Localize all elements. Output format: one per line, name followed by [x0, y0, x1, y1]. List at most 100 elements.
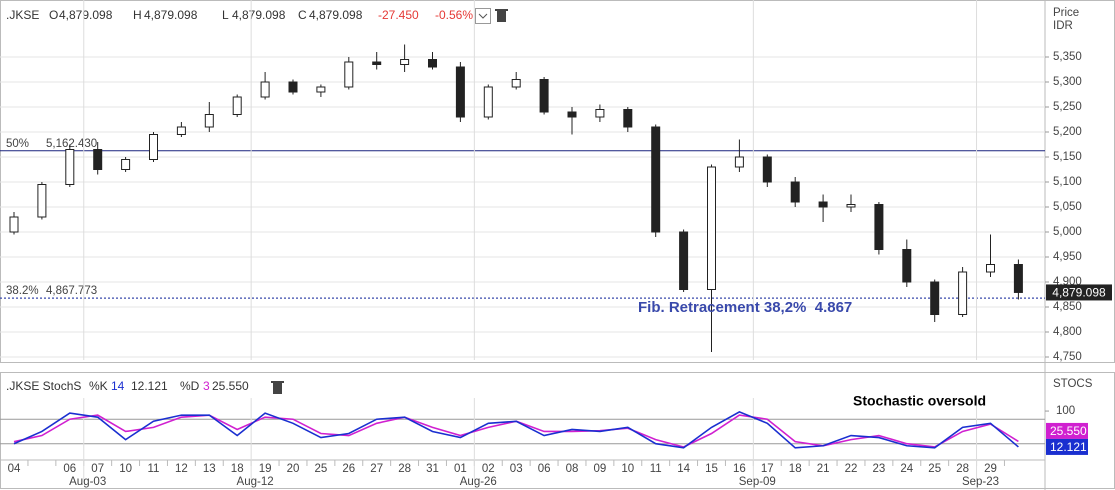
candle-body: [734, 156, 744, 168]
x-tick-label: 23: [873, 463, 886, 475]
x-tick-label: 03: [510, 463, 523, 475]
x-tick-label: 24: [900, 463, 913, 475]
fib-label: 50%: [6, 138, 29, 150]
candle-body: [874, 204, 884, 250]
y-tick-label: 5,150: [1053, 151, 1082, 163]
x-tick-label: 25: [928, 463, 941, 475]
candle-body: [93, 149, 103, 170]
last-value-box: [1046, 438, 1088, 455]
y-tick-label: 5,100: [1053, 176, 1082, 188]
candle-body: [679, 231, 689, 290]
candle-body: [958, 271, 968, 315]
x-tick-label: 22: [845, 463, 858, 475]
x-tick-label: 29: [984, 463, 997, 475]
delete-button[interactable]: [495, 9, 508, 22]
month-label: Sep-09: [739, 476, 776, 488]
candle-body: [65, 149, 75, 185]
x-tick-label: 25: [315, 463, 328, 475]
candle-body: [651, 126, 661, 233]
y-tick-label: 4,750: [1053, 351, 1082, 363]
change: -27.450: [378, 8, 419, 22]
annotation: Fib. Retracement 38,2% 4.867: [638, 299, 852, 316]
change-percent: -0.56%: [435, 8, 473, 22]
stoch-legend: .JKSE StochS %K 14 12.121 %D 3 25.550: [6, 379, 284, 394]
indicator-name: .JKSE StochS: [6, 379, 81, 393]
month-label: Aug-12: [237, 476, 274, 488]
x-tick-label: 09: [594, 463, 607, 475]
x-tick-label: 31: [426, 463, 439, 475]
x-tick-label: 11: [148, 463, 160, 475]
last-value-label: 12.121: [1050, 440, 1087, 454]
legend-value: 4,879.098: [59, 8, 113, 22]
x-tick-label: 18: [231, 463, 244, 475]
legend-key: %K: [89, 379, 108, 393]
stoch-line: [13, 410, 1019, 449]
legend-value: 25.550: [212, 379, 249, 393]
candle-body: [9, 216, 19, 233]
legend-key: %D: [180, 379, 200, 393]
x-tick-label: 17: [761, 463, 774, 475]
x-tick-label: 21: [817, 463, 830, 475]
x-tick-label: 08: [566, 463, 579, 475]
legend-param: 14: [111, 379, 125, 393]
candle-body: [149, 134, 158, 160]
header: .JKSE O 4,879.098 H 4,879.098 L 4,879.09…: [6, 8, 508, 24]
last-price-label: 4,879.098: [1052, 286, 1106, 300]
x-tick-label: 18: [789, 463, 802, 475]
dropdown-button[interactable]: [475, 8, 491, 24]
candle-body: [37, 184, 47, 218]
last-value-label: 25.550: [1050, 424, 1087, 438]
candle-body: [539, 79, 549, 113]
stoch-line: [13, 414, 1019, 448]
y-tick-label: 5,250: [1053, 101, 1082, 113]
delete-button[interactable]: [271, 381, 284, 394]
x-tick-label: 02: [482, 463, 495, 475]
candle-body: [372, 61, 382, 65]
candle-body: [288, 81, 298, 93]
candle-body: [232, 96, 242, 115]
y-tick-label: 5,000: [1053, 226, 1082, 238]
x-tick-label: 06: [538, 463, 551, 475]
month-label: Aug-03: [69, 476, 106, 488]
y-tick-label: 5,350: [1053, 51, 1082, 63]
month-label: Sep-23: [962, 476, 999, 488]
y-tick-label: 4,800: [1053, 326, 1082, 338]
y-tick-label: 5,200: [1053, 126, 1082, 138]
x-tick-label: 26: [342, 463, 355, 475]
x-tick-label: 28: [956, 463, 969, 475]
legend-key: H: [133, 8, 142, 22]
candle-body: [1013, 264, 1023, 293]
fib-label: 38.2%: [6, 285, 39, 297]
x-tick-label: 04: [8, 463, 21, 475]
legend-key: C: [298, 8, 307, 22]
x-tick-label: 19: [259, 463, 272, 475]
x-tick-label: 10: [621, 463, 634, 475]
x-tick-label: 20: [287, 463, 300, 475]
axis-label: Price: [1053, 7, 1079, 19]
dropdown-icon: [478, 13, 488, 19]
y-tick-label: 5,050: [1053, 201, 1082, 213]
axis-label: IDR: [1053, 20, 1073, 32]
last-value-box: [1046, 422, 1088, 439]
candle-body: [511, 79, 521, 88]
candle-body: [316, 86, 326, 93]
candle-body: [790, 181, 800, 203]
candle-body: [930, 281, 940, 315]
candle-body: [762, 156, 772, 183]
candle-body: [623, 109, 633, 128]
x-tick-label: 28: [398, 463, 411, 475]
x-tick-label: 10: [119, 463, 132, 475]
candle-body: [204, 114, 214, 128]
x-tick-label: 06: [63, 463, 76, 475]
candle-body: [176, 126, 186, 135]
y-tick-label: 4,950: [1053, 251, 1082, 263]
x-tick-label: 13: [203, 463, 216, 475]
symbol: .JKSE: [6, 8, 39, 22]
y-tick-label: 5,300: [1053, 76, 1082, 88]
candle-body: [428, 59, 437, 68]
x-tick-label: 01: [454, 463, 467, 475]
annotation: Stochastic oversold: [853, 393, 986, 409]
legend-key: L: [222, 8, 229, 22]
x-tick-label: 16: [733, 463, 746, 475]
